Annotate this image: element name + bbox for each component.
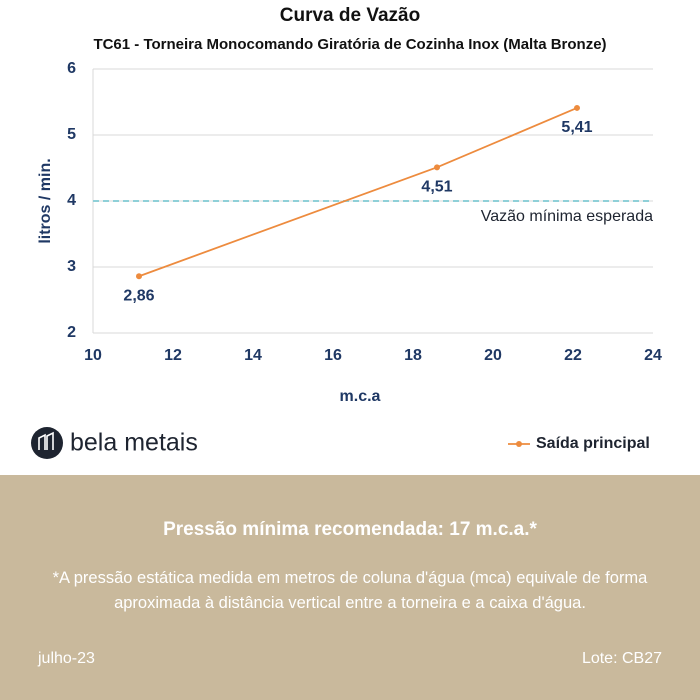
brand-name: bela metais — [70, 429, 198, 457]
y-tick-label: 2 — [67, 324, 76, 341]
y-axis-label: litros / min. — [37, 158, 54, 243]
x-tick-label: 18 — [404, 347, 422, 364]
data-label: 4,51 — [421, 179, 452, 196]
info-panel: Pressão mínima recomendada: 17 m.c.a.* *… — [0, 475, 700, 700]
data-point — [574, 104, 580, 111]
y-tick-label: 4 — [67, 192, 76, 209]
x-tick-label: 12 — [164, 347, 182, 364]
reference-label: Vazão mínima esperada — [481, 208, 653, 225]
x-tick-label: 10 — [84, 347, 102, 364]
data-label: 2,86 — [123, 287, 154, 304]
x-tick-label: 20 — [484, 347, 502, 364]
y-tick-label: 3 — [67, 258, 76, 275]
x-tick-label: 22 — [564, 347, 582, 364]
x-axis-label: m.c.a — [340, 388, 381, 405]
data-point — [434, 164, 440, 171]
y-tick-label: 5 — [67, 126, 76, 143]
logo-icon — [31, 427, 63, 459]
x-tick-label: 24 — [644, 347, 662, 364]
date: julho-23 — [38, 650, 95, 667]
lot: Lote: CB27 — [581, 650, 662, 667]
chart: Curva de Vazão TC61 - Torneira Monocoman… — [31, 5, 662, 459]
chart-subtitle: TC61 - Torneira Monocomando Giratória de… — [93, 36, 606, 53]
series-line — [138, 107, 578, 278]
chart-title: Curva de Vazão — [280, 5, 420, 26]
note: *A pressão estática medida em metros de … — [52, 569, 648, 612]
legend-marker — [516, 441, 522, 447]
data-label: 5,41 — [561, 119, 592, 136]
legend-label: Saída principal — [536, 435, 650, 452]
data-point — [136, 273, 142, 280]
headline: Pressão mínima recomendada: 17 m.c.a.* — [163, 519, 537, 540]
x-tick-label: 14 — [244, 347, 262, 364]
y-tick-label: 6 — [67, 60, 76, 77]
x-tick-label: 16 — [324, 347, 342, 364]
